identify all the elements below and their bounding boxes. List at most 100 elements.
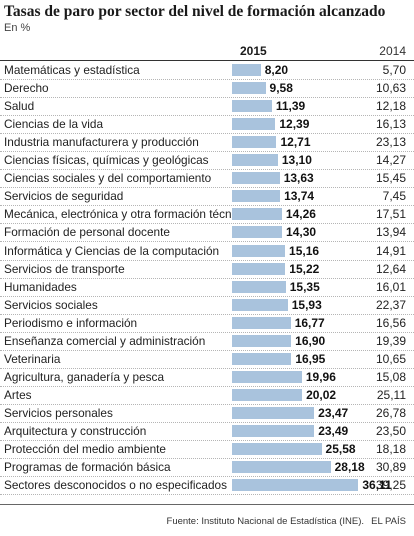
bar-2015 [232,190,281,203]
bar-2015 [232,406,315,419]
category-label: Arquitectura y construcción [4,424,147,438]
value-2015: 19,96 [305,369,336,384]
category-label: Industria manufacturera y producción [4,135,199,150]
value-2015: 23,47 [318,405,349,420]
bar-2015 [232,64,261,76]
value-2015: 20,02 [306,387,337,402]
value-2015: 15,16 [289,243,320,258]
category-label: Sectores desconocidos o no especificados [4,478,227,493]
table-row: Mecánica, electrónica y otra formación t… [0,205,414,225]
value-2015: 25,58 [325,442,356,457]
value-2015: 16,90 [295,333,326,348]
category-label: Periodismo e información [4,315,138,330]
bar-2015 [232,316,291,329]
table-row: Ciencias de la vida 12,39 16,13 [0,115,414,135]
value-2015: 11,39 [275,99,306,114]
value-2015: 15,35 [289,279,320,294]
value-2014: 39,25 [375,478,406,493]
table-row: Ciencias sociales y del comportamiento 13… [0,169,414,189]
category-label: Enseñanza comercial y administración [4,333,206,348]
value-2015: 28,18 [334,460,365,475]
table-row: Protección del medio ambiente 25,58 18,18 [0,440,414,460]
value-2014: 18,18 [375,442,406,457]
table-row: Servicios de transporte 15,22 12,64 [0,260,414,279]
bar-2015 [232,388,303,401]
table-row: Salud 11,39 12,18 [0,97,414,117]
value-2014: 15,08 [375,369,406,384]
category-label: Protección del medio ambiente [4,442,166,457]
table-row: Matemáticas y estadística 8,20 5,70 [0,61,414,80]
header-rule [0,60,414,61]
bar-2015 [232,443,322,456]
table-row: Servicios personales 23,47 26,78 [0,404,414,423]
category-label: Matemáticas y estadística [4,63,140,77]
bar-2015 [232,280,286,293]
bar-2015 [232,82,266,95]
value-2014: 14,27 [375,153,406,168]
category-label: Ciencias físicas, químicas y geológicas [4,153,209,168]
table-row: Veterinaria 16,95 10,65 [0,350,414,369]
category-label: Veterinaria [4,351,61,366]
value-2015: 16,95 [295,351,326,366]
value-2014: 17,51 [375,207,406,222]
column-header-2015: 2015 [240,44,267,58]
value-2014: 10,65 [375,351,406,366]
footer-rule [0,504,414,505]
value-2014: 10,63 [375,81,406,96]
table-row: Enseñanza comercial y administración 16,9… [0,332,414,351]
value-2014: 7,45 [382,189,406,204]
value-2015: 13,10 [281,153,312,168]
value-2015: 14,26 [285,207,316,222]
category-label: Salud [4,99,35,114]
bar-2015 [232,262,286,275]
category-label: Programas de formación básica [4,460,171,475]
value-2015: 15,93 [291,297,322,312]
value-2015: 13,74 [284,189,315,204]
bar-2015 [232,226,283,239]
bar-2015 [232,334,292,347]
bar-2015 [232,479,359,492]
chart-title: Tasas de paro por sector del nivel de fo… [4,3,386,20]
value-2014: 13,94 [375,225,406,240]
table-row: Artes 20,02 25,11 [0,386,414,405]
table-row: Humanidades 15,35 16,01 [0,278,414,297]
value-2014: 23,13 [375,135,406,150]
value-2014: 26,78 [375,405,406,420]
category-label: Informática y Ciencias de la computación [4,243,220,258]
value-2014: 19,39 [375,333,406,348]
table-row: Ciencias físicas, químicas y geológicas 1… [0,151,414,171]
category-label: Derecho [4,81,49,96]
category-label: Servicios de transporte [4,261,125,276]
source-note: Fuente: Instituto Nacional de Estadístic… [166,516,364,527]
value-2015: 15,22 [289,261,320,276]
category-label: Artes [4,387,32,402]
value-2015: 36,11 [362,478,392,493]
table-row: Derecho 9,58 10,63 [0,79,414,99]
value-2015: 23,49 [318,424,349,438]
value-2014: 16,13 [375,117,406,132]
bar-2015 [232,352,292,365]
value-2014: 5,70 [382,63,406,77]
value-2014: 22,37 [375,297,406,312]
bar-2015 [232,100,272,113]
category-label: Mecánica, electrónica y otra formación t… [4,207,247,222]
value-2015: 14,30 [286,225,317,240]
category-label: Ciencias sociales y del comportamiento [4,171,212,186]
table-row: Servicios sociales 15,93 22,37 [0,296,414,315]
brand-label: EL PAÍS [371,516,406,527]
category-label: Formación de personal docente [4,225,170,240]
value-2015: 16,77 [294,315,325,330]
value-2014: 14,91 [375,243,406,258]
table-row: Periodismo e información 16,77 16,56 [0,314,414,333]
table-row: Formación de personal docente 14,30 13,94 [0,223,414,243]
bar-2015 [232,370,302,383]
value-2015: 9,58 [269,81,293,96]
column-header-2014: 2014 [379,44,406,58]
bar-2015 [232,425,315,437]
table-row: Informática y Ciencias de la computación… [0,242,414,261]
value-2015: 13,63 [283,171,314,186]
value-2015: 12,39 [279,117,310,132]
value-2015: 12,71 [280,135,311,150]
bar-2015 [232,136,277,149]
table-row: Agricultura, ganadería y pesca 19,96 15,08 [0,368,414,387]
